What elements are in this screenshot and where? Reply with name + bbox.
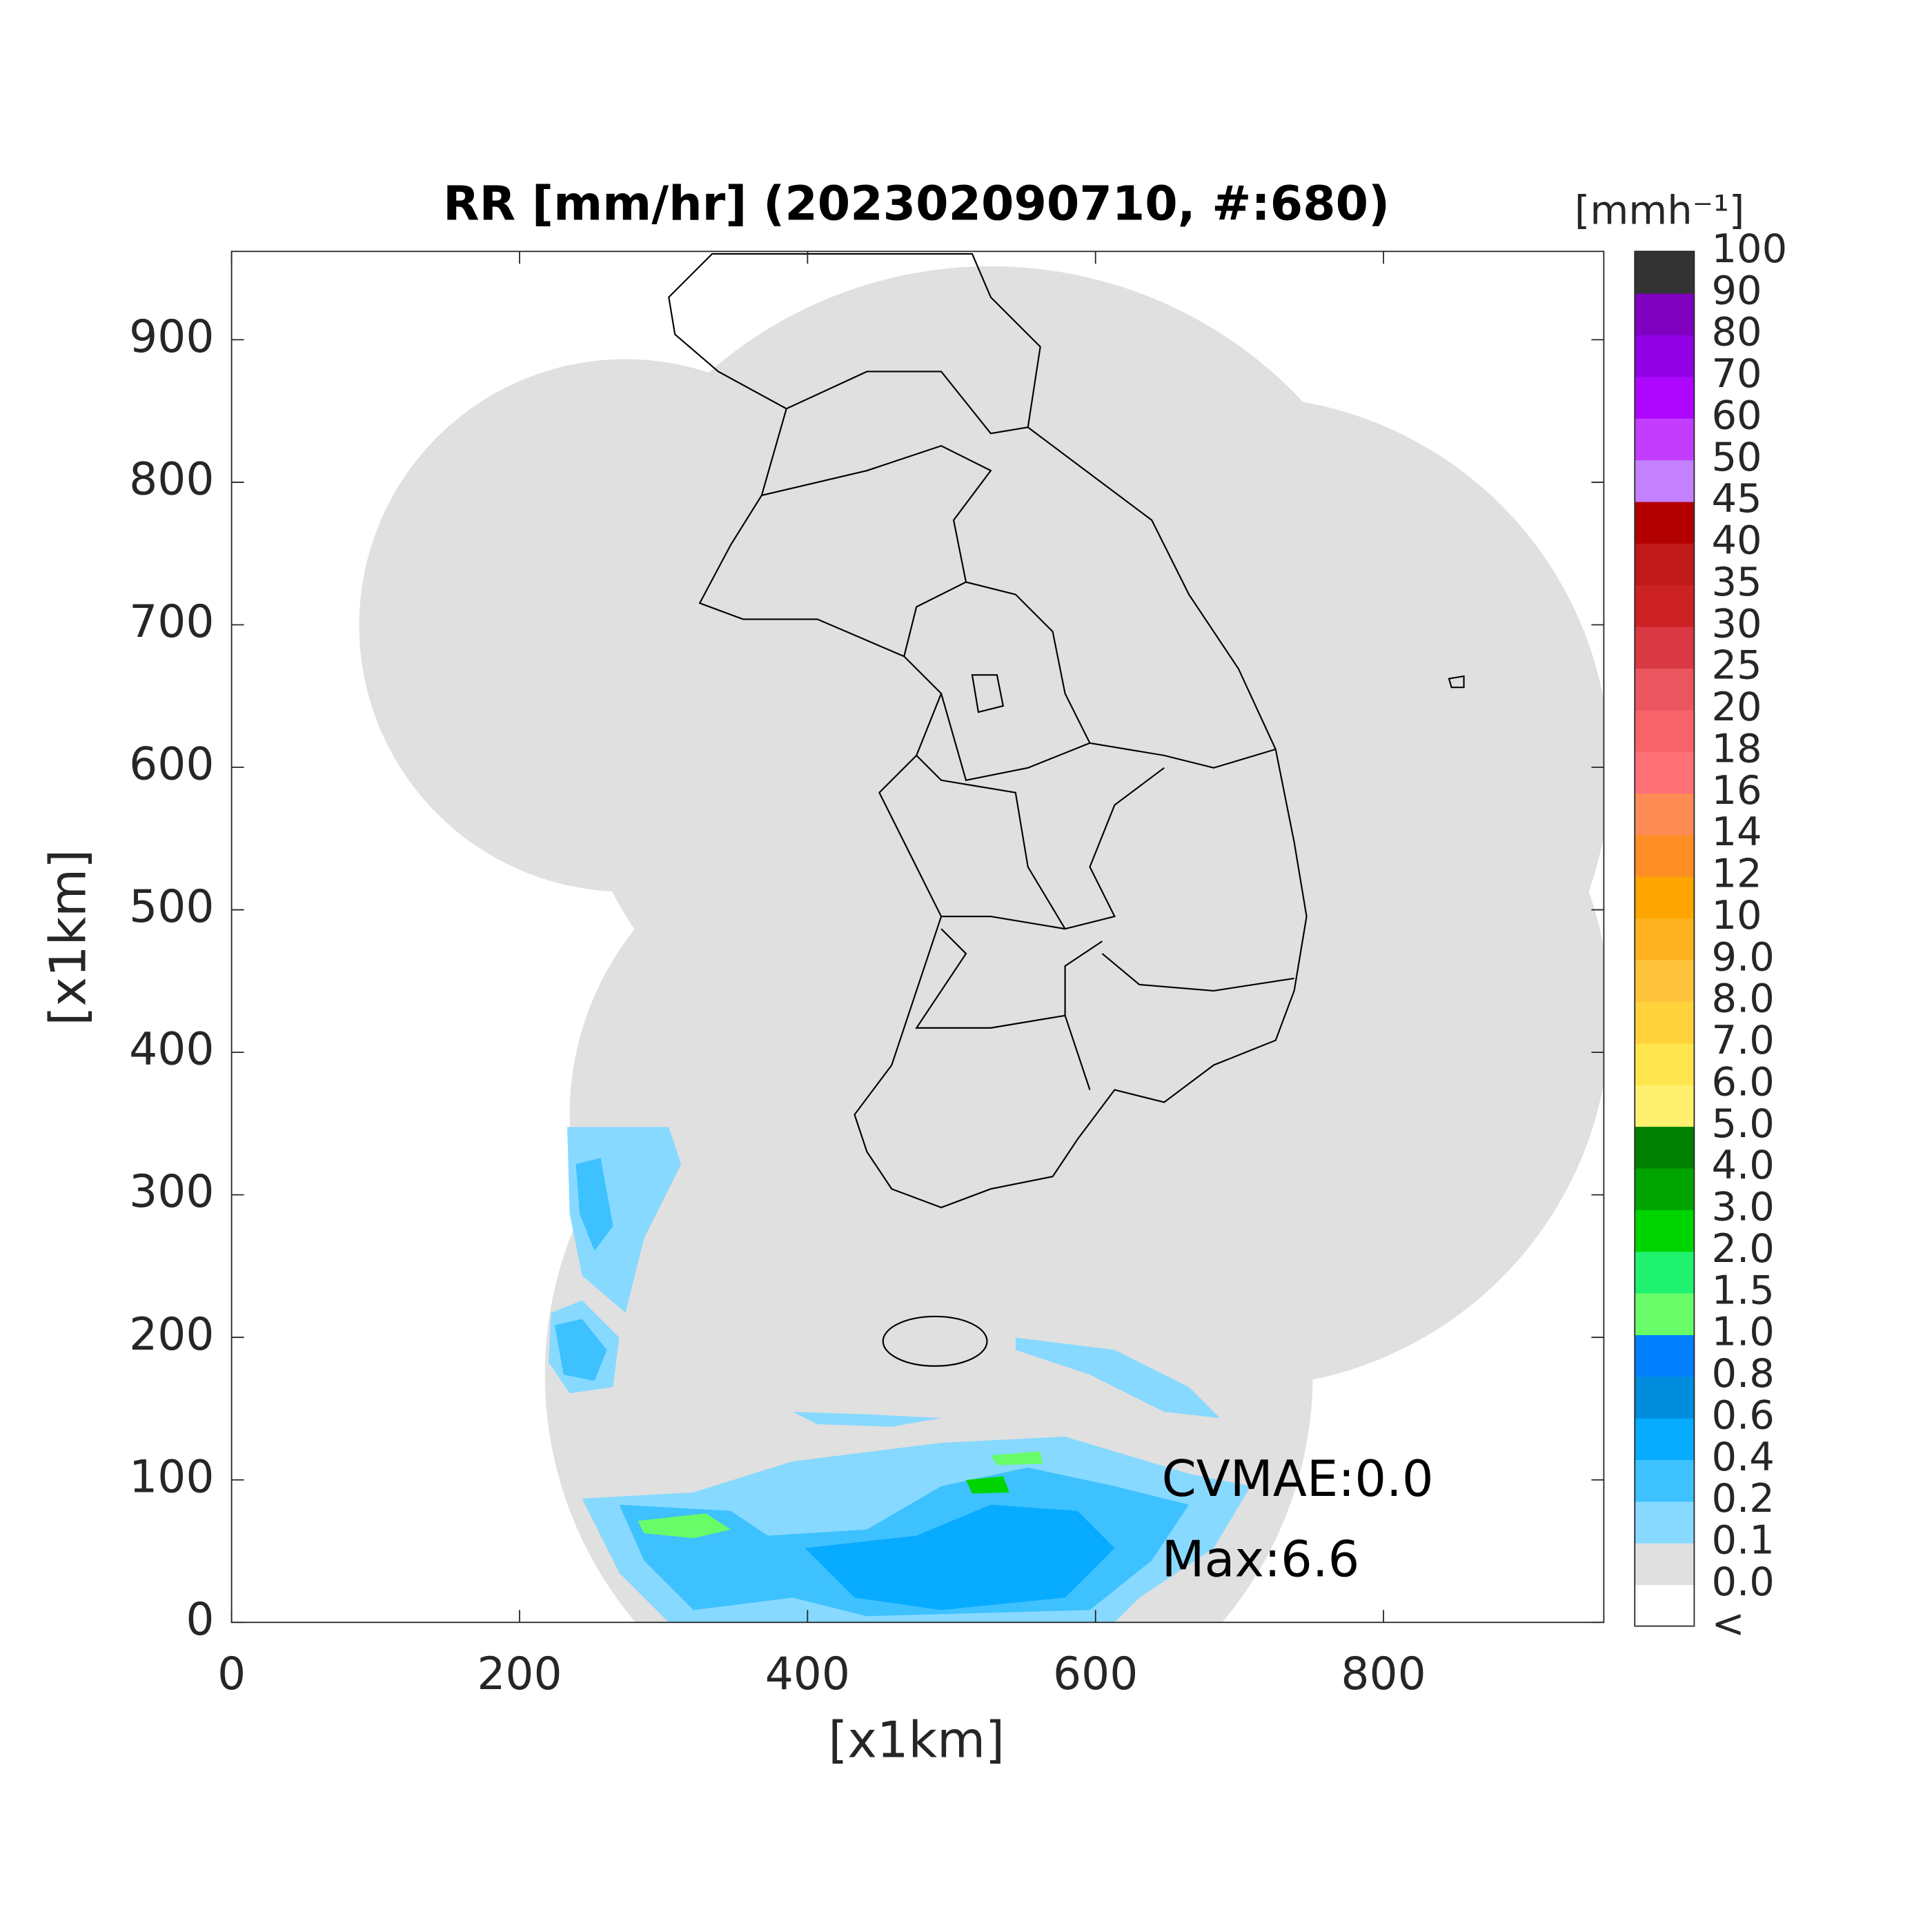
colorbar-label: 0.6 [1712,1392,1775,1438]
y-tick-label: 100 [129,1451,214,1503]
colorbar-label: 1.0 [1712,1309,1775,1355]
colorbar-label: 45 [1712,475,1762,522]
y-tick-label: 300 [129,1166,214,1218]
colorbar-swatch [1635,959,1695,1002]
colorbar-label: 6.0 [1712,1058,1775,1105]
colorbar-label: 0.8 [1712,1350,1775,1397]
colorbar-label: 0.2 [1712,1475,1775,1521]
colorbar-label: 18 [1712,725,1762,771]
colorbar-label: 100 [1712,226,1788,272]
coastline [668,253,1465,1367]
colorbar-swatch [1635,834,1695,877]
colorbar-swatch [1635,793,1695,836]
colorbar-label: 8.0 [1712,976,1775,1022]
colorbar-label: 30 [1712,600,1762,647]
colorbar-swatch [1635,1084,1695,1127]
colorbar-label: 70 [1712,351,1762,397]
y-tick-label: 400 [129,1024,214,1076]
colorbar-label: 60 [1712,392,1762,438]
x-tick-label: 800 [1341,1648,1426,1700]
colorbar-swatch [1635,1167,1695,1210]
colorbar-label: 0.1 [1712,1517,1775,1564]
plot-frame [230,250,1605,1624]
colorbar-label: 0.0 [1712,1559,1775,1605]
colorbar-swatch [1635,1251,1695,1294]
colorbar-label: 3.0 [1712,1184,1775,1230]
colorbar-swatch [1635,1043,1695,1085]
colorbar-label: 16 [1712,767,1762,814]
colorbar-label: 14 [1712,809,1762,855]
chart-title: RR [mm/hr] (202302090710, #:680) [443,177,1390,231]
colorbar-swatch [1635,1584,1695,1627]
colorbar-label: 1.5 [1712,1267,1775,1313]
colorbar-swatch [1635,876,1695,919]
annotation: Max:6.6 [1162,1530,1360,1588]
colorbar-label: 80 [1712,309,1762,355]
x-tick-label: 400 [765,1648,850,1700]
colorbar-label: 2.0 [1712,1225,1775,1272]
y-tick-label: 500 [129,881,214,933]
colorbar-swatch [1635,501,1695,544]
colorbar-swatch [1635,1209,1695,1252]
colorbar-label: 25 [1712,642,1762,689]
y-tick-label: 800 [129,454,214,506]
radar-map [359,253,1604,1623]
colorbar-unit: [mmh⁻¹] [1575,187,1744,233]
y-axis-label: [x1km] [39,849,97,1026]
colorbar-frame [1634,250,1695,1627]
colorbar-label: < [1712,1600,1745,1646]
colorbar-label: 90 [1712,267,1762,313]
colorbar-swatch [1635,417,1695,461]
colorbar-swatch [1635,584,1695,627]
colorbar-swatch [1635,335,1695,377]
colorbar-swatch [1635,668,1695,711]
x-axis-label: [x1km] [828,1711,1005,1769]
colorbar-swatch [1635,251,1695,294]
colorbar-swatch [1635,542,1695,586]
colorbar-label: 40 [1712,518,1762,564]
colorbar-swatch [1635,1501,1695,1544]
colorbar-label: 5.0 [1712,1101,1775,1147]
colorbar-swatch [1635,626,1695,669]
colorbar-swatch [1635,376,1695,419]
colorbar-swatch [1635,1001,1695,1044]
y-tick-label: 200 [129,1309,214,1361]
colorbar-swatch [1635,1334,1695,1377]
colorbar-label: 50 [1712,434,1762,480]
colorbar-label: 35 [1712,559,1762,605]
colorbar-swatch [1635,709,1695,752]
colorbar-label: 9.0 [1712,934,1775,980]
x-tick-label: 200 [477,1648,562,1700]
y-tick-label: 0 [186,1594,214,1646]
x-tick-label: 600 [1053,1648,1138,1700]
colorbar-swatch [1635,1459,1695,1502]
colorbar-swatch [1635,1417,1695,1461]
colorbar-swatch [1635,1126,1695,1169]
colorbar-label: 4.0 [1712,1142,1775,1188]
colorbar-swatch [1635,1542,1695,1586]
colorbar-swatch [1635,293,1695,336]
y-tick-label: 900 [129,311,214,363]
colorbar-label: 12 [1712,851,1762,897]
annotation: CVMAE:0.0 [1162,1450,1434,1508]
colorbar-swatch [1635,751,1695,794]
colorbar-swatch [1635,1376,1695,1419]
colorbar-swatch [1635,1292,1695,1335]
y-tick-label: 700 [129,596,214,648]
x-tick-label: 0 [217,1648,246,1700]
colorbar-label: 10 [1712,892,1762,938]
colorbar-label: 7.0 [1712,1017,1775,1063]
rain-field [549,1127,1251,1623]
colorbar-label: 20 [1712,684,1762,730]
y-tick-label: 600 [129,739,214,791]
colorbar-swatch [1635,918,1695,960]
colorbar-label: 0.4 [1712,1434,1775,1480]
colorbar-swatch [1635,460,1695,502]
